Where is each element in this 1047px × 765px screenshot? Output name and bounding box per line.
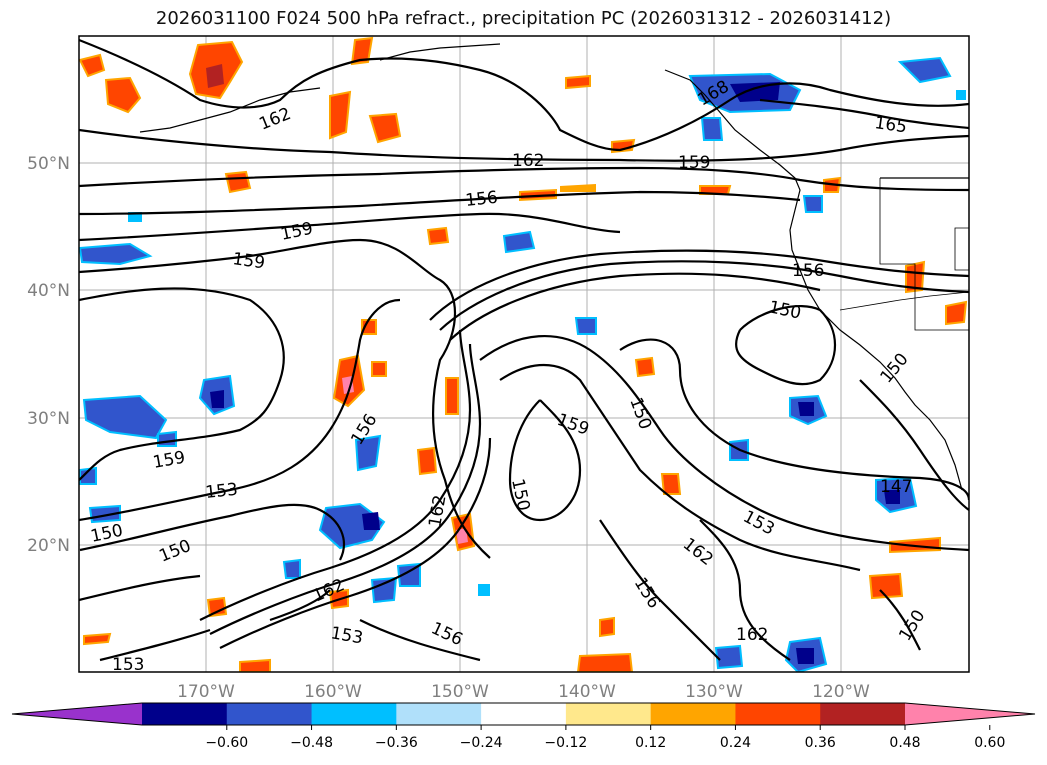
contour-label: 165 (873, 113, 908, 137)
lon-label: 140°W (558, 682, 616, 702)
colorbar-extend-low (12, 703, 142, 725)
colorbar-tick-label: 0.24 (720, 735, 751, 751)
colorbar-segment (650, 703, 736, 725)
lon-label: 150°W (431, 682, 489, 702)
colorbar-segment (311, 703, 397, 725)
colorbar-tick-label: 0.36 (805, 735, 836, 751)
colorbar-segment (226, 703, 313, 725)
lon-label: 160°W (304, 682, 362, 702)
colorbar-extend-high (905, 703, 1035, 725)
contour-lines (79, 38, 969, 662)
colorbar-tick-label: 0.60 (974, 735, 1005, 751)
contour-label: 156 (464, 188, 498, 211)
colorbar-tick-label: −0.60 (205, 735, 248, 751)
longitude-axis: 170°W 160°W 150°W 140°W 130°W 120°W (177, 682, 870, 702)
lon-label: 130°W (685, 682, 743, 702)
colorbar-tick-label: −0.12 (544, 735, 587, 751)
colorbar-tick-label: −0.48 (290, 735, 333, 751)
colorbar-tick-label: 0.48 (889, 735, 920, 751)
contour-label: 153 (204, 480, 238, 503)
map-frame (78, 35, 970, 673)
contour-label: 153 (112, 655, 144, 675)
lat-label: 40°N (27, 281, 70, 301)
colorbar-segment (481, 703, 567, 725)
colorbar-tick-label: 0.12 (635, 735, 666, 751)
contour-label: 156 (792, 261, 824, 281)
precip-negative (79, 56, 966, 672)
colorbar-tick-label: −0.36 (375, 735, 418, 751)
contour-label: 159 (678, 153, 710, 173)
lon-label: 170°W (177, 682, 235, 702)
colorbar-segment (565, 703, 652, 725)
lat-label: 30°N (27, 409, 70, 429)
lat-label: 20°N (27, 536, 70, 556)
colorbar-segment (820, 703, 906, 725)
colorbar-segment (735, 703, 821, 725)
contour-label: 162 (512, 151, 544, 171)
map-title: 2026031100 F024 500 hPa refract., precip… (155, 8, 892, 29)
contour-label: 162 (736, 625, 768, 645)
lat-label: 50°N (27, 154, 70, 174)
colorbar-segment (142, 703, 228, 725)
contour-label: 147 (880, 477, 912, 497)
colorbar-outline (11, 702, 1036, 726)
colorbar: −0.60 −0.48 −0.36 −0.24 −0.12 0.12 0.24 0.36 0.4… (11, 702, 1036, 751)
latitude-axis: 50°N 40°N 30°N 20°N (27, 154, 70, 556)
map-background (79, 36, 969, 672)
contour-label: 159 (231, 249, 266, 273)
colorbar-tick-label: −0.24 (460, 735, 503, 751)
lon-label: 120°W (812, 682, 870, 702)
precip-positive (79, 36, 968, 672)
colorbar-segment (396, 703, 482, 725)
